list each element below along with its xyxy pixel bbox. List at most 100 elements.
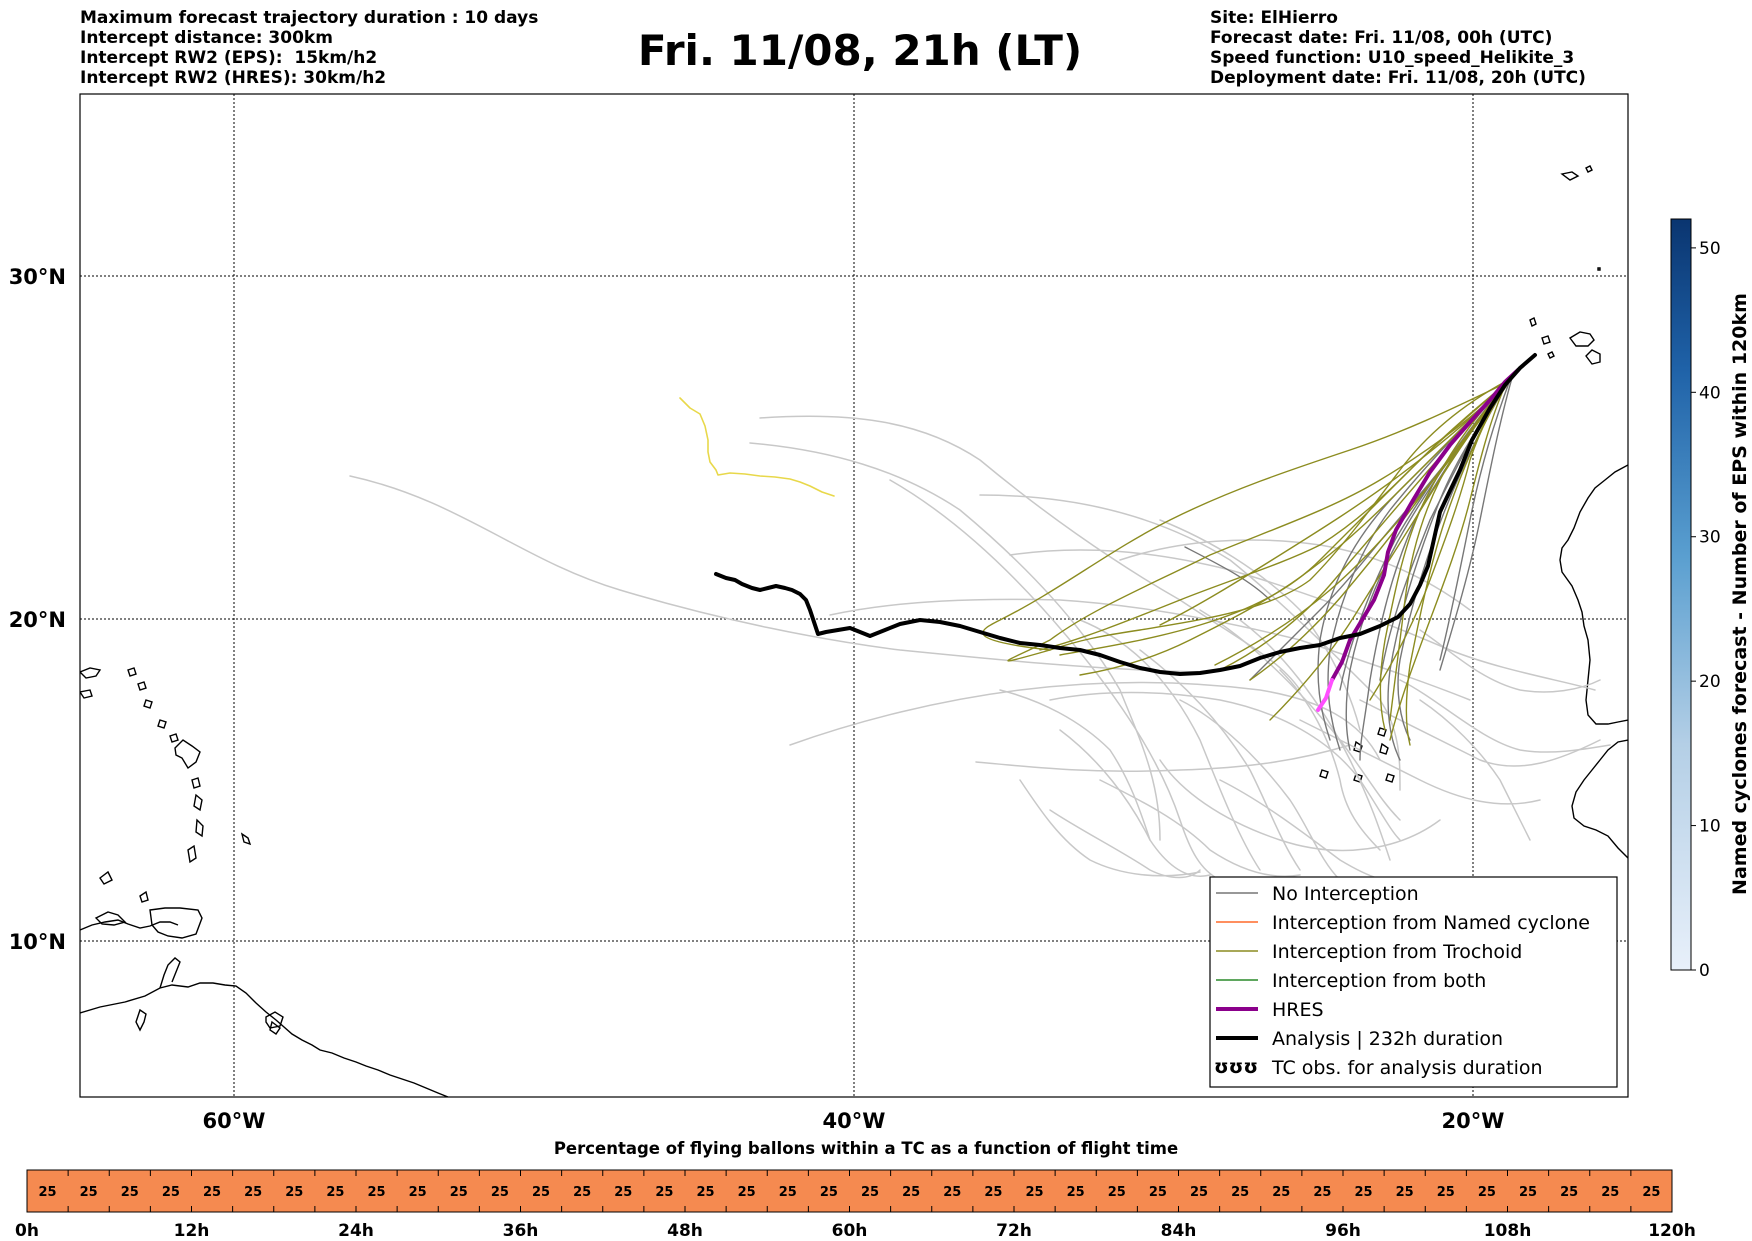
eps-member-17 <box>1059 729 1211 877</box>
timeline-cell-value: 25 <box>1396 1185 1414 1200</box>
intercept-hres-text: Intercept RW2 (HRES): 30km/h2 <box>80 68 387 88</box>
intercept-distance-text: Intercept distance: 300km <box>80 28 333 48</box>
timeline-cell-value: 25 <box>491 1185 509 1200</box>
timeline-cell-value: 25 <box>1272 1185 1290 1200</box>
troch-16 <box>982 381 1509 651</box>
timeline-cell-value: 25 <box>1313 1185 1331 1200</box>
south-america-coast <box>80 982 449 1097</box>
eps-member-9 <box>1009 549 1596 691</box>
timeline-cell-value: 25 <box>409 1185 427 1200</box>
colorbar-tick-label-1: 10 <box>1699 817 1721 837</box>
cape-verde-4 <box>1385 773 1395 783</box>
troch-14 <box>1405 391 1501 746</box>
troch-15 <box>1249 385 1505 681</box>
max-duration-text: Maximum forecast trajectory duration : 1… <box>80 8 539 28</box>
timeline-tick-label-9: 108h <box>1484 1221 1532 1241</box>
lon-label-40w: 40°W <box>823 1109 886 1133</box>
timeline-cell-value: 25 <box>655 1185 673 1200</box>
intercept-eps-text: Intercept RW2 (EPS): 15km/h2 <box>80 48 378 68</box>
hispaniola <box>94 911 127 926</box>
eps-member-10 <box>1079 619 1261 871</box>
eps-member-28 <box>999 689 1151 841</box>
header-left-info: Maximum forecast trajectory duration : 1… <box>80 8 538 88</box>
axis-labels: 30°N 20°N 10°N 60°W 40°W 20°W <box>9 265 1505 1133</box>
page-title: Fri. 11/08, 21h (LT) <box>637 26 1083 75</box>
eps-member-20 <box>1239 619 1391 861</box>
timeline-cell-value: 25 <box>738 1185 756 1200</box>
timeline-tick-label-2: 24h <box>338 1221 374 1241</box>
site-text: Site: ElHierro <box>1210 8 1338 28</box>
timeline-cell-value: 25 <box>1067 1185 1085 1200</box>
island-n <box>269 1020 281 1035</box>
legend-label-1: Interception from Named cyclone <box>1272 912 1590 934</box>
africa-coast-south <box>1571 739 1628 859</box>
timeline-tick-label-0: 0h <box>15 1221 39 1241</box>
timeline-cell-value: 25 <box>203 1185 221 1200</box>
timeline-cell-value: 25 <box>1437 1185 1455 1200</box>
island-b <box>137 681 147 691</box>
island-i <box>195 818 204 838</box>
canary-4 <box>1547 351 1555 359</box>
colorbar-tick-label-0: 0 <box>1699 961 1710 981</box>
yellow-track <box>679 397 835 497</box>
eps-member-7 <box>975 744 1351 773</box>
eps-member-12 <box>1159 759 1441 852</box>
timeline-cell-value: 25 <box>1355 1185 1373 1200</box>
island-l <box>99 870 113 885</box>
trajectories <box>349 353 1611 883</box>
troch-11 <box>1379 387 1503 731</box>
eps-member-27 <box>1049 809 1201 879</box>
eps-member-18 <box>1279 669 1381 851</box>
no-int-12 <box>1439 377 1513 671</box>
timeline-cell-value: 25 <box>1642 1185 1660 1200</box>
timeline-cell-value: 25 <box>1231 1185 1249 1200</box>
colorbar-label: Named cyclones forecast - Number of EPS … <box>1729 293 1751 895</box>
timeline-cell-value: 25 <box>532 1185 550 1200</box>
cape-verde-6 <box>1377 727 1387 737</box>
timeline-tick-label-7: 84h <box>1161 1221 1197 1241</box>
colorbar-tick-label-4: 40 <box>1699 383 1721 403</box>
timeline-cell-value: 25 <box>368 1185 386 1200</box>
troch-3 <box>1059 381 1509 656</box>
timeline-cell-value: 25 <box>1560 1185 1578 1200</box>
madeira-small <box>1585 165 1593 173</box>
no-int-8 <box>1184 546 1271 601</box>
deployment-date-text: Deployment date: Fri. 11/08, 20h (UTC) <box>1210 68 1586 88</box>
timeline-cell-value: 25 <box>697 1185 715 1200</box>
legend-label-0: No Interception <box>1272 883 1419 905</box>
eps-member-8 <box>889 479 1221 881</box>
eps-member-6 <box>829 598 1471 701</box>
canary-3 <box>1541 335 1551 345</box>
canary-5 <box>1529 317 1537 327</box>
timeline-cell-value: 25 <box>902 1185 920 1200</box>
timeline-cell-value: 25 <box>80 1185 98 1200</box>
timeline-ticks: 0h 12h 24h 36h 48h 60h 72h 84h 96h 108h 120h <box>15 1221 1696 1241</box>
troch-5 <box>1079 389 1501 676</box>
timeline-tick-label-4: 48h <box>667 1221 703 1241</box>
header-right-info: Site: ElHierro Forecast date: Fri. 11/08… <box>1210 8 1586 88</box>
eps-member-5 <box>789 681 1381 761</box>
legend-label-3: Interception from both <box>1272 970 1486 992</box>
eps-member-19 <box>1179 699 1341 881</box>
timeline-bar <box>26 1169 1673 1213</box>
legend: No Interception Interception from Named c… <box>1209 876 1618 1088</box>
timeline-cell-value: 25 <box>1519 1185 1537 1200</box>
eps-member-1 <box>349 475 1201 673</box>
timeline-cell-value: 25 <box>285 1185 303 1200</box>
timeline-cell-value: 25 <box>1601 1185 1619 1200</box>
timeline-tick-label-10: 120h <box>1648 1221 1696 1241</box>
hres-track-end <box>1316 678 1334 712</box>
coastlines <box>80 165 1628 1097</box>
trinidad <box>265 1011 284 1029</box>
island-e <box>169 733 179 743</box>
colorbar-bar <box>1670 218 1692 971</box>
legend-box <box>1209 876 1618 1088</box>
lon-label-60w: 60°W <box>203 1109 266 1133</box>
island-f <box>174 739 201 770</box>
eps-member-15 <box>1139 649 1301 871</box>
cuba-tip <box>80 667 102 679</box>
africa-coast <box>1559 464 1628 725</box>
timeline-title: Percentage of flying ballons within a TC… <box>554 1139 1178 1158</box>
island-j <box>187 844 197 864</box>
